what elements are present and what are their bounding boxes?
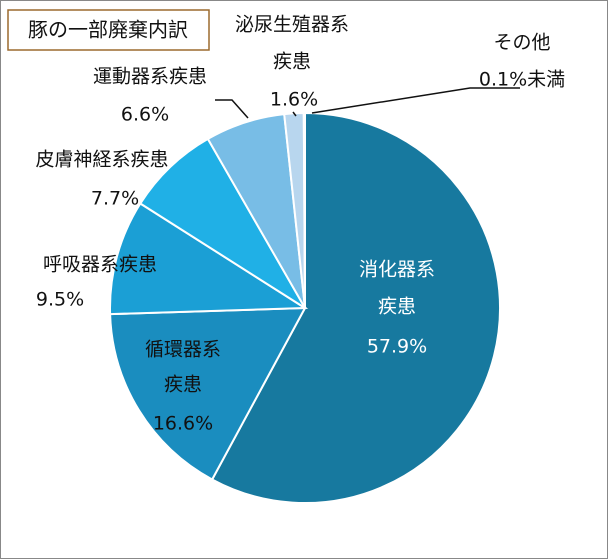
slice-label: その他 [493, 32, 550, 54]
slice-label: 疾患 [273, 51, 311, 73]
value-label: 16.6% [153, 413, 213, 435]
slice-label: 運動器系疾患 [93, 66, 207, 88]
value-label: 57.9% [367, 336, 427, 358]
value-label: 1.6% [270, 89, 318, 111]
pie [109, 111, 501, 504]
slice-label: 循環器系 [145, 339, 221, 361]
slice-label: 泌尿生殖器系 [235, 14, 349, 36]
value-label: 6.6% [121, 104, 169, 126]
pie-slice [138, 137, 306, 309]
pie-slice [109, 306, 307, 481]
slice-label: 疾患 [164, 374, 202, 396]
value-label: 7.7% [91, 188, 139, 210]
leader-line [292, 111, 297, 117]
pie-slice [302, 111, 306, 309]
slice-label: 呼吸器系疾患 [43, 254, 157, 276]
leader-line [215, 99, 249, 119]
slice-label: 疾患 [378, 296, 416, 318]
value-label: 9.5% [36, 289, 84, 311]
slice-label: 皮膚神経系疾患 [35, 149, 168, 171]
slice-label: 消化器系 [359, 259, 435, 281]
value-label: 0.1%未満 [479, 69, 565, 91]
pie-slice [210, 111, 501, 504]
pie-slice [109, 202, 309, 316]
leader-line [311, 87, 520, 114]
chart-title: 豚の一部廃棄内訳 [28, 18, 188, 42]
title-box [7, 9, 210, 51]
